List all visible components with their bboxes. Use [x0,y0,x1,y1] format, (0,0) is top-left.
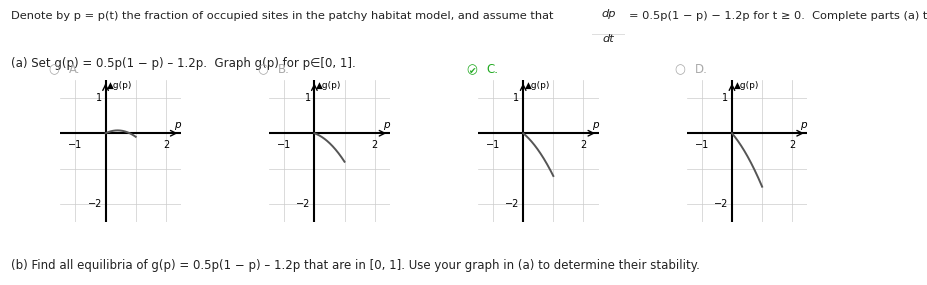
Text: p: p [383,120,389,130]
Text: −2: −2 [87,200,102,209]
Text: ✔: ✔ [468,67,476,76]
Text: 1: 1 [513,93,519,103]
Text: 2: 2 [371,141,377,150]
Text: 2: 2 [162,141,169,150]
Text: ○: ○ [674,63,685,76]
Text: D.: D. [694,63,707,76]
Text: dt: dt [603,34,614,44]
Text: ▲g(p): ▲g(p) [316,81,341,90]
Text: B.: B. [277,63,289,76]
Text: 1: 1 [304,93,311,103]
Text: A.: A. [69,63,80,76]
Text: = 0.5p(1 − p) − 1.2p for t ≥ 0.  Complete parts (a) through (c).: = 0.5p(1 − p) − 1.2p for t ≥ 0. Complete… [629,11,927,21]
Text: p: p [174,120,181,130]
Text: 1: 1 [721,93,728,103]
Text: 1: 1 [95,93,102,103]
Text: −1: −1 [277,141,291,150]
Text: ○: ○ [465,63,476,76]
Text: −2: −2 [504,200,519,209]
Text: 2: 2 [788,141,794,150]
Text: (a) Set g(p) = 0.5p(1 − p) – 1.2p.  Graph g(p) for p∈[0, 1].: (a) Set g(p) = 0.5p(1 − p) – 1.2p. Graph… [11,57,355,70]
Text: ▲g(p): ▲g(p) [525,81,550,90]
Text: −1: −1 [694,141,708,150]
Text: −1: −1 [486,141,500,150]
Text: −2: −2 [713,200,728,209]
Text: (b) Find all equilibria of g(p) = 0.5p(1 − p) – 1.2p that are in [0, 1]. Use you: (b) Find all equilibria of g(p) = 0.5p(1… [11,259,699,272]
Text: ○: ○ [257,63,268,76]
Text: ▲g(p): ▲g(p) [733,81,758,90]
Text: −2: −2 [296,200,311,209]
Text: −1: −1 [69,141,83,150]
Text: ▲g(p): ▲g(p) [108,81,133,90]
Text: dp: dp [601,9,616,19]
Text: C.: C. [486,63,498,76]
Text: p: p [800,120,806,130]
Text: ○: ○ [48,63,59,76]
Text: 2: 2 [579,141,586,150]
Text: Denote by p = p(t) the fraction of occupied sites in the patchy habitat model, a: Denote by p = p(t) the fraction of occup… [11,11,553,21]
Text: p: p [591,120,598,130]
